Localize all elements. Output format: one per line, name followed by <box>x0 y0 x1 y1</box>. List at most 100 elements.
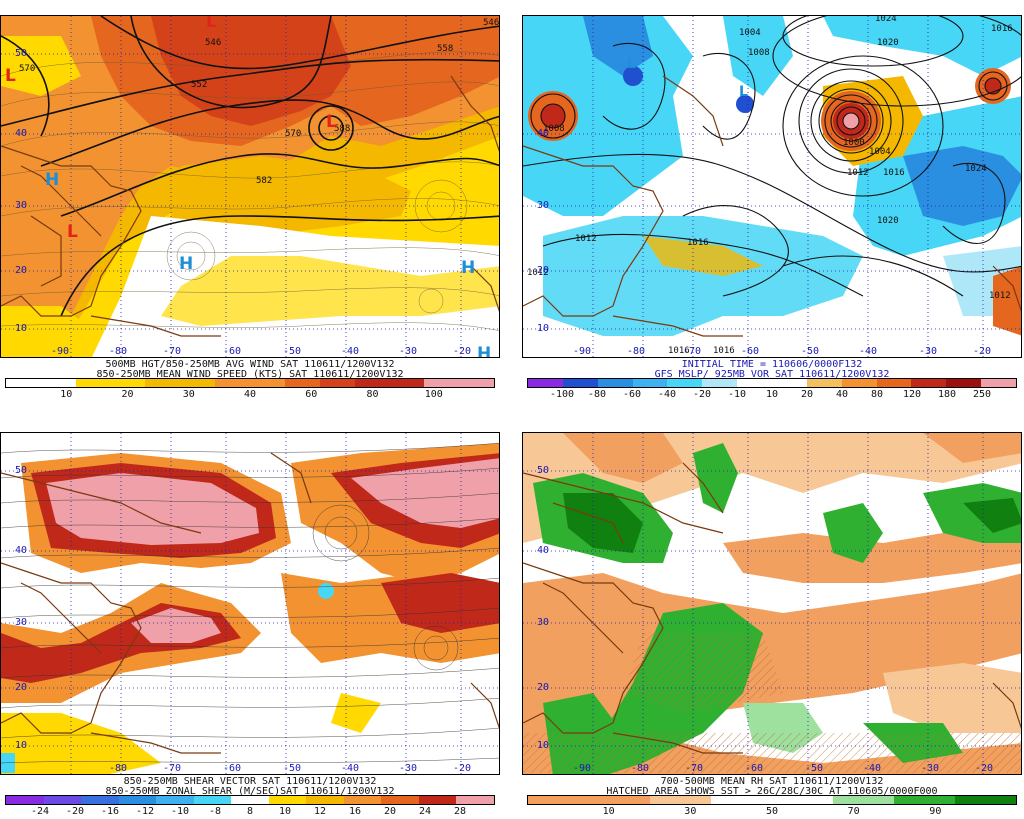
colorbar <box>527 378 1017 388</box>
longitude-label: -40 <box>341 763 360 774</box>
longitude-label: -60 <box>741 346 760 357</box>
contour-label: 1004 <box>739 28 761 38</box>
colorbar-swatch <box>354 379 390 387</box>
contour-label: 1008 <box>748 48 770 58</box>
colorbar-tick-label: -100 <box>549 389 575 400</box>
contour-label: 1012 <box>989 291 1011 301</box>
colorbar-swatch <box>110 379 146 387</box>
contour-label: 570 <box>19 64 36 74</box>
contour-label: 546 <box>483 18 500 28</box>
contour-label: 1020 <box>877 216 899 226</box>
colorbar-tick-label: 40 <box>243 389 257 400</box>
longitude-label: -70 <box>163 346 182 357</box>
longitude-label: -90 <box>573 346 592 357</box>
colorbar-tick-label: -16 <box>100 806 120 817</box>
colorbar-tick-label: 60 <box>305 389 318 400</box>
latitude-label: 20 <box>15 265 28 276</box>
latitude-label: 10 <box>15 740 28 751</box>
panel-500mb-height-wind: 546 570 558 552 570 588 582 546 L L L L … <box>0 0 502 402</box>
colorbar-swatch <box>389 379 425 387</box>
latitude-label: 20 <box>537 265 550 276</box>
colorbar-swatch <box>589 796 650 804</box>
map-mean-rh: 50 40 30 20 10 -90 -80 -70 -60 -50 -40 -… <box>522 432 1022 775</box>
colorbar-tick-label: 100 <box>424 389 443 400</box>
colorbar <box>527 795 1017 805</box>
colorbar-swatch <box>6 796 44 804</box>
colorbar-tick-label: -8 <box>208 806 222 817</box>
colorbar-tick-label: 90 <box>929 806 942 817</box>
latitude-label: 20 <box>537 682 550 693</box>
colorbar-swatch <box>528 379 563 387</box>
colorbar-swatch <box>841 379 877 387</box>
longitude-label: -40 <box>863 763 882 774</box>
colorbar-swatch <box>306 796 344 804</box>
colorbar-swatch <box>772 796 833 804</box>
contour-label: 582 <box>256 176 273 186</box>
colorbar-tick-label: 16 <box>348 806 362 817</box>
low-pressure-symbol: L <box>206 15 217 32</box>
low-pressure-symbol: L <box>627 56 636 72</box>
longitude-label: -60 <box>223 346 242 357</box>
colorbar-swatch <box>180 379 216 387</box>
contour-label: 1024 <box>875 15 897 24</box>
latitude-label: 40 <box>537 545 550 556</box>
high-pressure-symbol: H <box>179 254 194 274</box>
low-pressure-symbol: L <box>326 112 337 132</box>
colorbar-swatch <box>597 379 633 387</box>
colorbar-tick-label: 40 <box>835 389 849 400</box>
contour-label: 1016 <box>883 168 905 178</box>
longitude-label: -20 <box>973 346 992 357</box>
colorbar-swatch <box>381 796 419 804</box>
longitude-label: -20 <box>975 763 994 774</box>
colorbar-swatch <box>75 379 111 387</box>
longitude-label: -80 <box>109 763 128 774</box>
colorbar-swatch <box>418 796 457 804</box>
colorbar-swatch <box>737 379 773 387</box>
longitude-label: -30 <box>921 763 940 774</box>
contour-label: 588 <box>334 124 351 134</box>
colorbar-swatch <box>424 379 460 387</box>
colorbar-swatch <box>284 379 320 387</box>
latitude-label: 20 <box>15 682 28 693</box>
longitude-label: -20 <box>453 763 472 774</box>
colorbar-tick-label: 12 <box>313 806 327 817</box>
colorbar-swatch <box>562 379 598 387</box>
colorbar-swatch <box>250 379 285 387</box>
panel-shear: 50 40 30 20 10 -80 -70 -60 -50 -40 -30 -… <box>0 417 502 819</box>
colorbar-swatch <box>343 796 382 804</box>
longitude-label: -50 <box>283 763 302 774</box>
colorbar-ticks: -24 -20 -16 -12 -10 -8 8 10 12 16 20 24 28 <box>5 806 495 818</box>
colorbar-tick-label: 30 <box>182 389 195 400</box>
longitude-label: -30 <box>399 346 418 357</box>
longitude-label: -80 <box>631 763 650 774</box>
latitude-label: 10 <box>537 740 550 751</box>
colorbar-swatch <box>667 379 703 387</box>
colorbar-swatch <box>215 379 251 387</box>
longitude-label: -90 <box>573 763 592 774</box>
contour-label: 558 <box>437 44 454 54</box>
colorbar-tick-label: 20 <box>383 806 397 817</box>
colorbar-swatch <box>955 796 1016 804</box>
colorbar-swatch <box>911 379 947 387</box>
colorbar-swatch <box>231 796 269 804</box>
panel-caption-line1: 850-250MB SHEAR VECTOR SAT 110611/1200V1… <box>123 776 377 787</box>
colorbar-swatch <box>650 796 711 804</box>
colorbar-swatch <box>702 379 738 387</box>
panel-caption-line2: 850-250MB MEAN WIND SPEED (KTS) SAT 1106… <box>96 369 404 380</box>
colorbar-swatch <box>319 379 355 387</box>
latitude-label: 30 <box>537 200 550 211</box>
colorbar-swatch <box>528 796 589 804</box>
colorbar-tick-label: 30 <box>684 806 697 817</box>
contour-label: 1008 <box>543 124 565 134</box>
latitude-label: 30 <box>15 617 28 628</box>
panel-caption-line1: INITIAL TIME = 110606/0000F132 <box>681 359 863 370</box>
colorbar-ticks: 10 30 50 70 90 <box>527 806 1017 818</box>
colorbar <box>5 795 495 805</box>
high-pressure-symbol: H <box>45 170 60 190</box>
colorbar-tick-label: 10 <box>278 806 292 817</box>
zonal-shear-field <box>1 433 499 774</box>
vorticity-field <box>523 16 1021 357</box>
map-mslp: 1024 1020 1016 1004 1008 1008 1000 1004 … <box>522 15 1022 358</box>
longitude-label: -30 <box>399 763 418 774</box>
colorbar-swatch <box>43 796 82 804</box>
